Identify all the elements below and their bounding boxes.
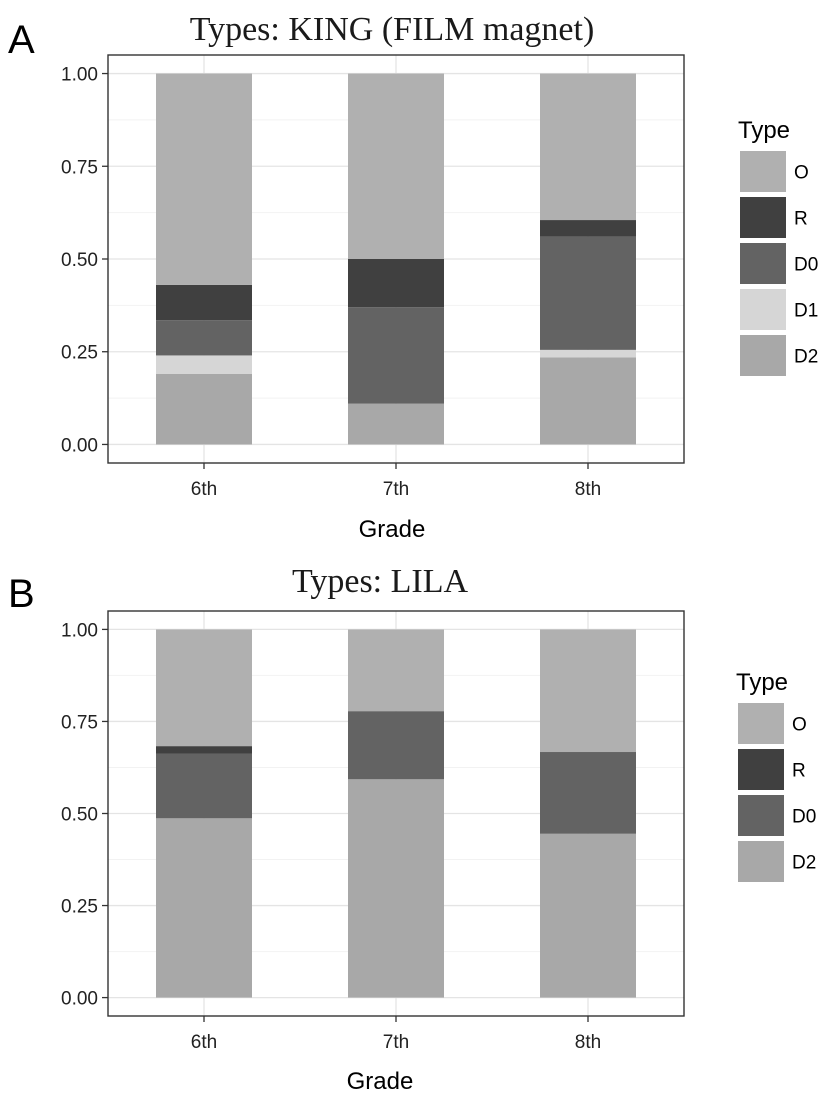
panel-a-bar-6th-D1 [156, 355, 252, 374]
panel-b-x-tick-label: 7th [383, 1032, 409, 1053]
panel-b-bar-7th-O [348, 629, 444, 712]
panel-b-y-tick-label: 0.25 [61, 897, 98, 918]
panel-b-legend-key-D0 [738, 795, 784, 836]
panel-b-bar-8th-D2 [540, 833, 636, 998]
panel-a-legend-title: Type [738, 117, 790, 144]
panel-b-bar-8th-D0 [540, 752, 636, 834]
panel-a-legend-key-D2 [740, 335, 786, 376]
panel-b-title: Types: LILA [292, 563, 469, 600]
panel-a-legend-label-R: R [794, 209, 808, 230]
panel-a-bar-8th-D2 [540, 357, 636, 445]
panel-b-bar-6th-O [156, 629, 252, 747]
panel-b-bar-6th-R [156, 746, 252, 754]
panel-a-bar-6th-D2 [156, 373, 252, 445]
panel-b-plot-border [107, 610, 685, 1017]
panel-a-bar-8th-D1 [540, 349, 636, 358]
panel-a-legend-key-D0 [740, 243, 786, 284]
panel-b-legend-label-D2: D2 [792, 853, 816, 874]
panel-a-y-tick-label: 0.00 [61, 435, 98, 456]
panel-a-bar-7th-D2 [348, 403, 444, 445]
panel-a-bar-6th-O [156, 73, 252, 285]
panel-b-legend-label-R: R [792, 761, 806, 782]
panel-b-bar-7th-D2 [348, 779, 444, 998]
panel-a-bar-8th-O [540, 73, 636, 221]
panel-a-x-tick-label: 7th [383, 479, 409, 500]
panel-a-title: Types: KING (FILM magnet) [190, 11, 595, 48]
panel-a-y-tick-label: 0.25 [61, 343, 98, 364]
panel-b: B Types: LILA 0.00 0.25 0.50 0.75 1.00 6th 7th… [8, 563, 816, 1095]
panel-b-legend-key-O [738, 703, 784, 744]
panel-a-legend-label-D1: D1 [794, 301, 818, 322]
panel-a-legend-key-O [740, 151, 786, 192]
panel-b-bar-7th-D0 [348, 711, 444, 780]
panel-b-y-tick-label: 0.50 [61, 805, 98, 826]
panel-b-plot: 0.00 0.25 0.50 0.75 1.00 6th 7th 8th [61, 610, 685, 1053]
panel-a-bar-7th-R [348, 259, 444, 308]
panel-b-x-tick-label: 8th [575, 1032, 601, 1053]
panel-a-y-tick-label: 0.50 [61, 250, 98, 271]
panel-b-legend-title: Type [736, 669, 788, 696]
panel-b-y-tick-label: 1.00 [61, 620, 98, 641]
panel-a-legend-key-R [740, 197, 786, 238]
panel-a-legend-label-D2: D2 [794, 347, 818, 368]
panel-b-x-axis-title: Grade [347, 1068, 414, 1095]
panel-a-legend-label-D0: D0 [794, 255, 818, 276]
panel-a-plot-border [107, 54, 685, 464]
panel-a-x-axis-title: Grade [359, 516, 426, 543]
panel-b-x-tick-label: 6th [191, 1032, 217, 1053]
panel-a-bar-8th-D0 [540, 236, 636, 350]
panel-b-y-tick-label: 0.00 [61, 989, 98, 1010]
panel-a-legend-label-O: O [794, 163, 809, 184]
panel-b-bar-6th-D2 [156, 818, 252, 998]
panel-b-bar-6th-D0 [156, 753, 252, 819]
panel-a-bar-7th-D0 [348, 307, 444, 404]
panel-b-legend-label-O: O [792, 715, 807, 736]
panel-a-bar-6th-D0 [156, 320, 252, 356]
panel-a-y-tick-label: 1.00 [61, 65, 98, 86]
panel-a: A Types: KING (FILM magnet) 0.00 0.25 0.50… [8, 11, 818, 543]
panel-b-y-tick-label: 0.75 [61, 712, 98, 733]
panel-a-bar-8th-R [540, 220, 636, 237]
panel-b-legend-key-R [738, 749, 784, 790]
panel-a-legend-key-D1 [740, 289, 786, 330]
panel-a-plot: 0.00 0.25 0.50 0.75 1.00 6th 7th 8th [61, 54, 685, 500]
panel-a-letter: A [8, 18, 35, 62]
panel-b-bar-8th-O [540, 629, 636, 753]
panel-b-legend-key-D2 [738, 841, 784, 882]
panel-b-legend-label-D0: D0 [792, 807, 816, 828]
panel-a-x-tick-label: 8th [575, 479, 601, 500]
panel-b-letter: B [8, 572, 35, 616]
panel-a-x-tick-label: 6th [191, 479, 217, 500]
panel-a-y-tick-label: 0.75 [61, 157, 98, 178]
panel-a-bar-6th-R [156, 284, 252, 321]
panel-a-bar-7th-O [348, 73, 444, 259]
